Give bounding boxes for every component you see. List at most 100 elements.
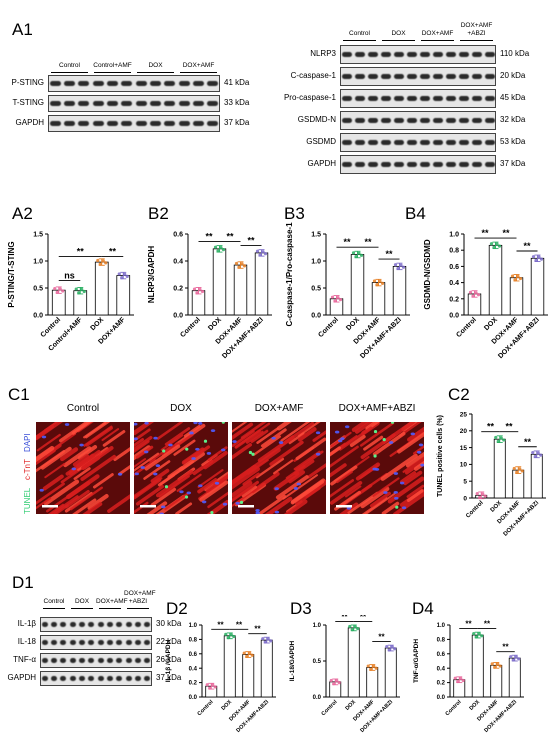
data-point: [98, 262, 102, 266]
blot-band: [78, 640, 86, 645]
myofiber-stroke: [134, 440, 150, 454]
myofiber-stroke: [36, 424, 54, 441]
x-tick-label-control: Control: [197, 699, 215, 717]
y-axis-label: NLRP3/GAPDH: [147, 246, 156, 304]
y-tick-label: 0.6: [449, 264, 459, 271]
data-point: [512, 466, 516, 471]
blot-band: [432, 74, 443, 79]
myofiber-stroke: [143, 460, 171, 480]
data-point: [77, 291, 81, 295]
significance-label: **: [524, 437, 532, 447]
y-tick-label: 10: [460, 462, 468, 469]
blot-band: [484, 118, 495, 123]
myofiber-stroke: [382, 422, 416, 445]
nucleus-dot: [255, 511, 260, 514]
blot-band: [50, 658, 58, 663]
nucleus-dot: [71, 467, 76, 471]
blot-band: [354, 52, 365, 57]
data-point: [216, 249, 220, 253]
myofiber-stroke: [77, 445, 98, 460]
myofiber-stroke: [232, 429, 255, 448]
data-point: [104, 261, 108, 265]
data-point: [534, 258, 538, 262]
myofiber-stroke: [307, 463, 326, 479]
tunel-dot: [251, 452, 255, 456]
x-tick-label-dox: DOX: [344, 699, 357, 712]
blot-band: [445, 52, 456, 57]
scale-bar: [140, 505, 156, 508]
myofiber-stroke: [275, 475, 309, 500]
blot-band: [380, 52, 391, 57]
data-point: [224, 632, 228, 636]
data-point: [354, 254, 358, 259]
band-name-il-1: IL-1β: [17, 619, 36, 628]
myofiber-stroke: [297, 422, 321, 437]
data-point: [459, 677, 463, 681]
data-point: [208, 686, 212, 690]
blot-band: [106, 676, 114, 681]
bar-dox: [94, 261, 109, 316]
blot-band: [50, 676, 58, 681]
data-point: [125, 274, 129, 278]
data-point: [496, 662, 500, 666]
y-axis-label: IL-1β /GAPDH: [165, 639, 172, 682]
blot-band: [354, 74, 365, 79]
x-tick-label-dox: DOX: [490, 500, 503, 513]
nucleus-dot: [278, 441, 284, 444]
data-point: [380, 281, 385, 286]
nucleus-dot: [117, 472, 123, 476]
data-point: [537, 255, 541, 259]
nucleus-dot: [214, 481, 220, 485]
blot-band: [341, 74, 352, 79]
myofiber-stroke: [330, 446, 342, 457]
nucleus-dot: [206, 451, 212, 455]
lane-underline: [51, 72, 88, 73]
stain-label-dapi: DAPI: [23, 433, 32, 452]
data-point: [258, 253, 262, 257]
scale-bar: [238, 505, 254, 508]
kda-label: 33 kDa: [224, 98, 250, 107]
data-point: [117, 272, 121, 276]
blot-band: [341, 162, 352, 167]
myofiber-stroke: [400, 471, 417, 484]
myofiber-stroke: [250, 447, 281, 471]
myofiber-stroke: [43, 479, 80, 506]
data-point: [481, 492, 485, 496]
myofiber-stroke: [372, 431, 406, 456]
significance-label: **: [236, 620, 243, 629]
bar-dox-amf-abzi: [530, 257, 545, 316]
myofiber-stroke: [407, 426, 424, 442]
myofiber-stroke: [80, 454, 117, 481]
myofiber-stroke: [354, 422, 375, 434]
blot-band: [144, 658, 151, 663]
myofiber-stroke: [232, 480, 253, 498]
y-tick-label: 0.5: [33, 285, 43, 292]
y-tick-label: 0.0: [437, 695, 446, 701]
x-tick-label-control: Control: [455, 316, 478, 339]
blot-band: [484, 52, 495, 57]
data-point: [489, 242, 494, 246]
data-point: [374, 666, 378, 670]
blot-band: [419, 96, 430, 101]
data-point: [261, 637, 265, 641]
blot-band: [178, 81, 190, 86]
data-point: [240, 262, 244, 266]
y-axis-label: IL-18/GAPDH: [289, 640, 296, 681]
myofiber-stroke: [194, 445, 211, 458]
panel-label-d1: D1: [12, 573, 34, 592]
blot-band: [106, 658, 114, 663]
data-point: [396, 266, 400, 271]
data-point: [461, 678, 465, 683]
nucleus-dot: [79, 443, 84, 447]
nucleus-dot: [274, 510, 280, 514]
blot-band: [149, 101, 162, 106]
blot-strip-nlrp3: [340, 45, 496, 64]
data-point: [514, 655, 518, 659]
data-point: [393, 263, 398, 267]
data-point: [494, 435, 498, 440]
blot-band: [419, 74, 430, 79]
kda-label: 37 kDa: [156, 673, 182, 682]
myofiber-stroke: [255, 457, 285, 479]
blot-band: [164, 121, 176, 126]
lane-underline: [460, 40, 493, 41]
